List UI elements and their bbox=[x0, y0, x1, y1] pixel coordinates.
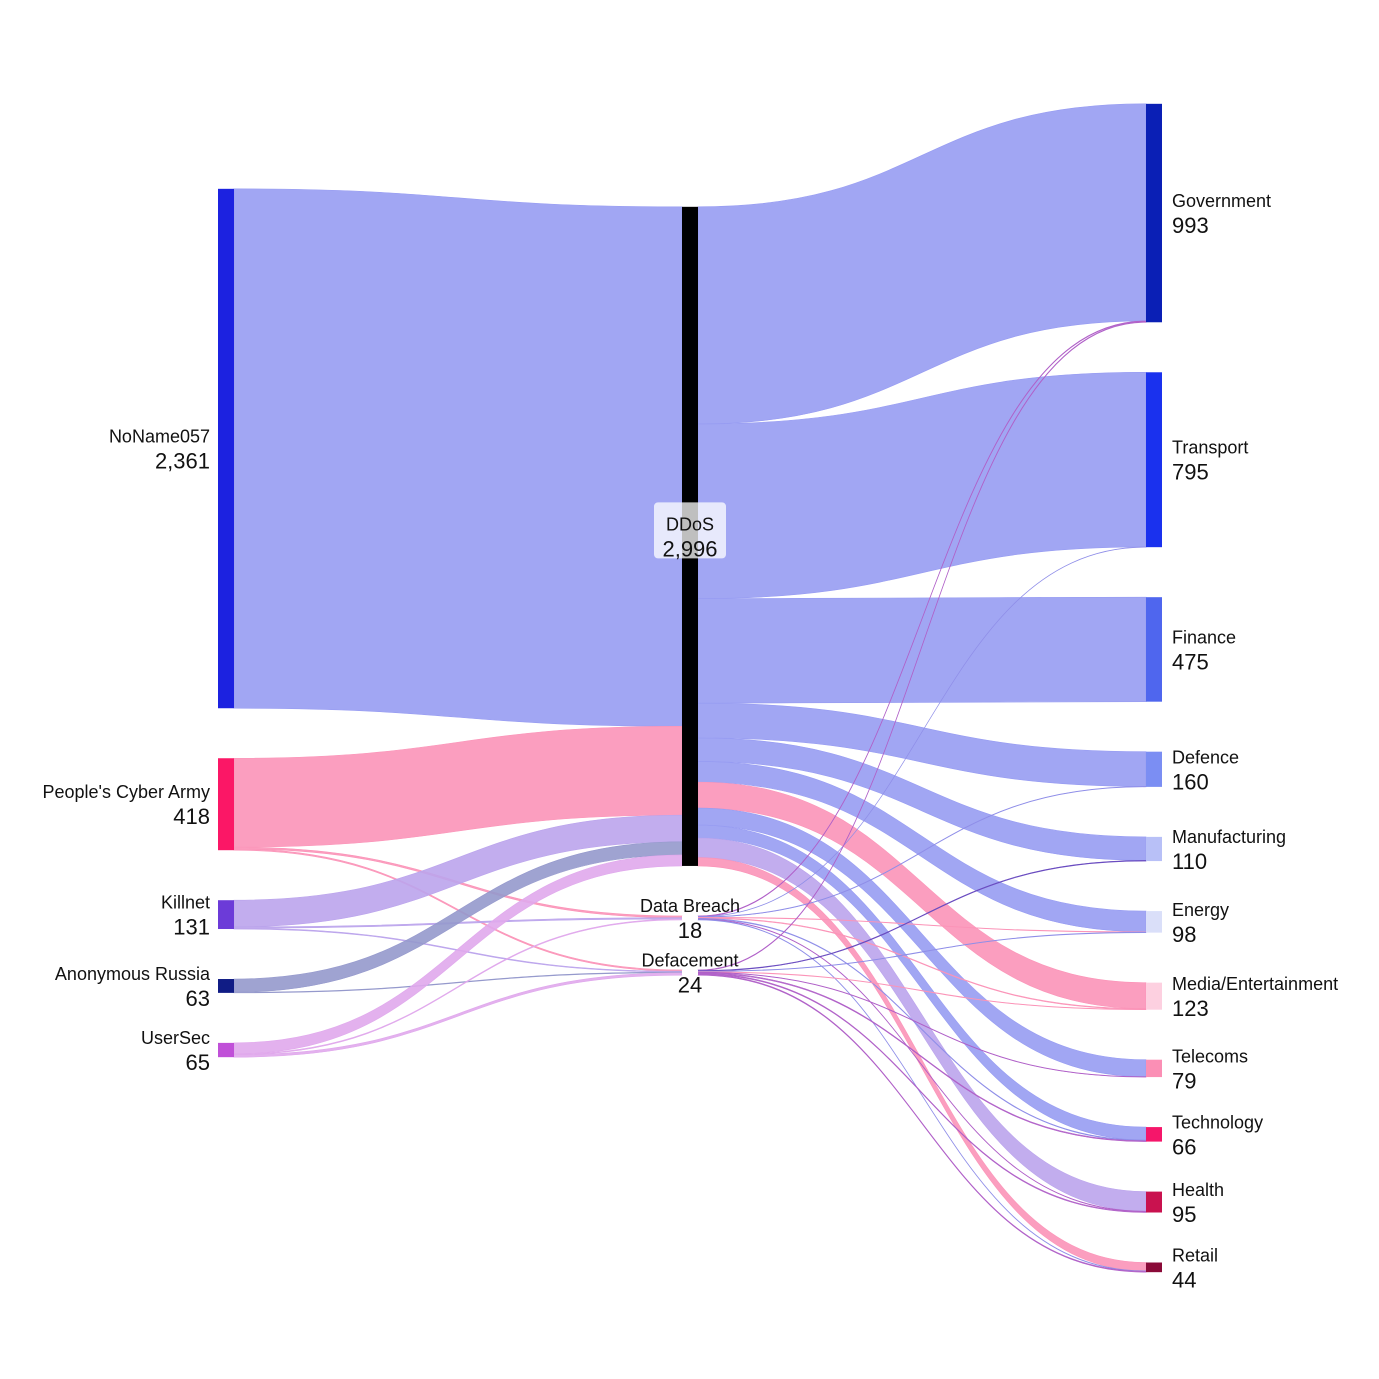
node-label: Finance bbox=[1172, 627, 1236, 647]
node bbox=[1146, 1059, 1162, 1078]
link bbox=[233, 854, 683, 1055]
node-label: Defacement bbox=[641, 951, 738, 971]
node-value: 475 bbox=[1172, 649, 1209, 674]
node-label: UserSec bbox=[141, 1028, 210, 1048]
node bbox=[1146, 1191, 1162, 1213]
node-label: Anonymous Russia bbox=[55, 964, 211, 984]
node-value: 2,361 bbox=[155, 449, 210, 474]
node-value: 66 bbox=[1172, 1134, 1196, 1159]
node-value: 2,996 bbox=[662, 536, 717, 561]
links bbox=[233, 103, 1147, 1273]
node-label: Health bbox=[1172, 1180, 1224, 1200]
node-label: Transport bbox=[1172, 438, 1248, 458]
node-value: 993 bbox=[1172, 213, 1209, 238]
node-label: Energy bbox=[1172, 900, 1229, 920]
node-value: 131 bbox=[173, 915, 210, 940]
node-value: 123 bbox=[1172, 996, 1209, 1021]
link bbox=[697, 919, 1147, 1272]
node-label: Technology bbox=[1172, 1112, 1263, 1132]
node bbox=[1146, 911, 1162, 933]
node bbox=[1146, 372, 1162, 548]
node bbox=[218, 758, 234, 851]
link bbox=[697, 596, 1147, 704]
link bbox=[697, 973, 1147, 1213]
node-value: 160 bbox=[1172, 769, 1209, 794]
link bbox=[233, 188, 683, 727]
nodes bbox=[218, 103, 1162, 1273]
node-value: 95 bbox=[1172, 1202, 1196, 1227]
node-label: Killnet bbox=[161, 893, 210, 913]
node-label: DDoS bbox=[666, 514, 714, 534]
node bbox=[218, 188, 234, 709]
node-value: 24 bbox=[678, 973, 702, 998]
node-value: 79 bbox=[1172, 1068, 1196, 1093]
node-label: Defence bbox=[1172, 747, 1239, 767]
node-label: Media/Entertainment bbox=[1172, 974, 1338, 994]
node-label: Retail bbox=[1172, 1245, 1218, 1265]
node bbox=[1146, 1262, 1162, 1273]
node-label: NoName057 bbox=[109, 427, 210, 447]
node bbox=[218, 1042, 234, 1058]
node-label: People's Cyber Army bbox=[42, 782, 210, 802]
node-label: Telecoms bbox=[1172, 1046, 1248, 1066]
node bbox=[1146, 751, 1162, 787]
node-value: 110 bbox=[1172, 849, 1207, 874]
node-value: 98 bbox=[1172, 922, 1196, 947]
node-value: 418 bbox=[173, 804, 210, 829]
node-value: 44 bbox=[1172, 1267, 1196, 1292]
node-value: 65 bbox=[186, 1050, 210, 1075]
node bbox=[1146, 982, 1162, 1010]
node-value: 63 bbox=[186, 986, 210, 1011]
node bbox=[218, 900, 234, 930]
label-box bbox=[654, 502, 726, 559]
node-value: 18 bbox=[678, 918, 702, 943]
node bbox=[1146, 836, 1162, 862]
node-value: 795 bbox=[1172, 460, 1209, 485]
node bbox=[1146, 1127, 1162, 1142]
node bbox=[682, 915, 698, 920]
node bbox=[218, 979, 234, 993]
node bbox=[682, 969, 698, 976]
node-label: Data Breach bbox=[640, 896, 740, 916]
node-label: Government bbox=[1172, 191, 1271, 211]
node-label: Manufacturing bbox=[1172, 827, 1286, 847]
node bbox=[1146, 103, 1162, 323]
node bbox=[1146, 597, 1162, 702]
